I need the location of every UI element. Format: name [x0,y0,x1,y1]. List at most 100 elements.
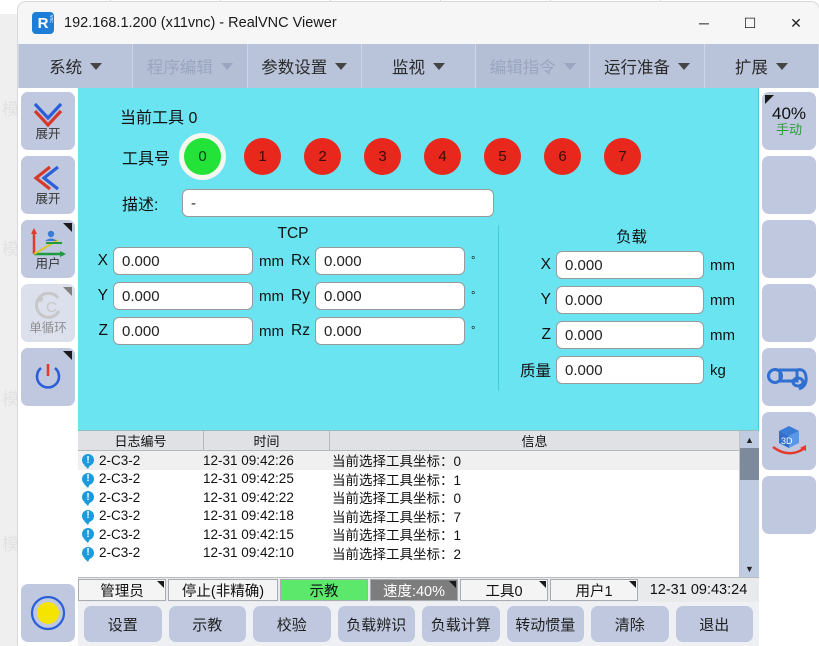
sidebar-user-coordinate-button[interactable]: 用户 [21,220,75,278]
table-row[interactable]: ! 2-C3-2 12-31 09:42:15 当前选择工具坐标：1 [78,525,739,544]
tcp-row-z: Z 0.000 mm Rz 0.000 ° [88,317,498,345]
tcp-ry-input[interactable]: 0.000 [315,282,465,310]
menu-item-parameter-settings[interactable]: 参数设置 [247,44,362,88]
log-time: 12-31 09:42:10 [203,545,294,561]
sidebar-status-indicator-button[interactable] [21,584,75,642]
payload-z-label: Z [541,326,551,343]
realvnc-logo-icon: R vnc [32,12,54,34]
tool-button-2[interactable]: 2 [304,138,342,175]
table-row[interactable]: ! 2-C3-2 12-31 09:42:26 当前选择工具坐标：0 [78,451,739,470]
desktop-watermark: 模 [2,100,19,119]
scroll-up-arrow-icon[interactable]: ▲ [740,431,759,448]
tool-button-1[interactable]: 1 [244,138,282,175]
tool-button-3[interactable]: 3 [364,138,402,175]
robot-arm-button[interactable] [762,348,816,406]
tcp-x-input[interactable]: 0.000 [113,247,253,275]
power-icon [31,360,65,394]
tool-button-7[interactable]: 7 [604,138,642,175]
tcp-rz-unit: ° [471,325,476,337]
exit-button[interactable]: 退出 [675,606,753,642]
settings-button[interactable]: 设置 [84,606,162,642]
current-tool-value: 0 [188,110,198,127]
status-text: 停止(非精确) [181,583,265,600]
scrollbar-thumb[interactable] [740,448,759,480]
tool-button-0[interactable]: 0 [184,138,222,175]
tcp-rz-input[interactable]: 0.000 [315,317,465,345]
desktop-watermark: 模 [2,535,19,554]
sidebar-label: 单循环 [29,321,67,336]
center-content: 当前工具 0 工具号 0 1 2 3 4 5 6 7 [78,88,759,646]
chevron-down-icon [90,62,103,70]
clear-button[interactable]: 清除 [591,606,669,642]
log-scrollbar[interactable]: ▲ ▼ [739,431,759,577]
menu-item-monitor[interactable]: 监视 [361,44,477,88]
tool-button-6[interactable]: 6 [544,138,582,175]
sidebar-expand-down-button[interactable]: 展开 [21,92,75,150]
speed-mode-button[interactable]: 40% 手动 [762,92,816,150]
status-tool[interactable]: 工具0 [460,579,548,601]
sidebar-label: 展开 [35,192,61,207]
payload-y-label: Y [540,291,551,308]
menu-item-run-preparation[interactable]: 运行准备 [590,44,705,88]
payload-z-input[interactable]: 0.000 [556,321,704,349]
tcp-z-input[interactable]: 0.000 [113,317,253,345]
payload-y-input[interactable]: 0.000 [556,286,704,314]
right-toolbar-button-3[interactable] [762,220,816,278]
minimize-button[interactable]: ─ [699,15,709,31]
right-toolbar-button-7[interactable] [762,476,816,534]
tcp-rx-input[interactable]: 0.000 [315,247,465,275]
teach-button[interactable]: 示教 [168,606,246,642]
log-column-id: 日志编号 [78,431,204,450]
description-input[interactable]: - [182,189,494,217]
sidebar-power-button[interactable] [21,348,75,406]
right-toolbar: 40% 手动 [759,88,819,646]
robot-controller-app: 系统 程序编辑 参数设置 监视 编辑指令 运行准备 [18,44,819,646]
status-usercoord[interactable]: 用户1 [550,579,638,601]
maximize-button[interactable]: ☐ [743,14,757,31]
chevron-left-double-icon [33,164,63,192]
menu-item-system[interactable]: 系统 [18,44,134,88]
scroll-down-arrow-icon[interactable]: ▼ [740,560,759,577]
status-run-state: 停止(非精确) [168,579,278,601]
log-id: 2-C3-2 [99,508,141,524]
status-user-role[interactable]: 管理员 [78,579,166,601]
tcp-row-x: X 0.000 mm Rx 0.000 ° [88,247,498,275]
menu-item-edit-instruction: 编辑指令 [476,44,591,88]
robot-arm-icon [767,360,811,394]
3d-view-button[interactable]: 3D [762,412,816,470]
tool-button-5[interactable]: 5 [484,138,522,175]
vnc-viewer-window: R vnc 192.168.1.200 (x11vnc) - RealVNC V… [18,2,819,646]
scrollbar-track[interactable] [740,448,759,560]
corner-marker-icon [63,351,72,360]
moment-of-inertia-button[interactable]: 转动惯量 [506,606,584,642]
tcp-row-y: Y 0.000 mm Ry 0.000 ° [88,282,498,310]
tool-button-4[interactable]: 4 [424,138,462,175]
table-row[interactable]: ! 2-C3-2 12-31 09:42:22 当前选择工具坐标：0 [78,488,739,507]
table-row[interactable]: ! 2-C3-2 12-31 09:42:18 当前选择工具坐标：7 [78,507,739,526]
close-button[interactable]: ✕ [790,14,802,31]
payload-x-input[interactable]: 0.000 [556,251,704,279]
tool-parameter-panel: 当前工具 0 工具号 0 1 2 3 4 5 6 7 [78,88,759,430]
payload-mass-input[interactable]: 0.000 [556,356,704,384]
info-icon: ! [82,454,94,470]
table-row[interactable]: ! 2-C3-2 12-31 09:42:25 当前选择工具坐标：1 [78,470,739,489]
sidebar-expand-left-button[interactable]: 展开 [21,156,75,214]
status-text: 示教 [309,583,339,600]
table-row[interactable]: ! 2-C3-2 12-31 09:42:10 当前选择工具坐标：2 [78,544,739,563]
verify-button[interactable]: 校验 [253,606,331,642]
tcp-ry-unit: ° [471,290,476,302]
status-speed[interactable]: 速度:40% [370,579,458,601]
bottom-button-bar: 设置 示教 校验 负载辨识 负载计算 转动惯量 清除 退出 [78,602,759,646]
sidebar-single-cycle-button[interactable]: C 单循环 [21,284,75,342]
info-icon: ! [82,491,94,507]
right-toolbar-button-4[interactable] [762,284,816,342]
menu-item-extension[interactable]: 扩展 [704,44,819,88]
tcp-y-input[interactable]: 0.000 [113,282,253,310]
chevron-down-icon [775,62,788,70]
logo-subtext: vnc [48,15,54,23]
right-toolbar-button-2[interactable] [762,156,816,214]
payload-identify-button[interactable]: 负载辨识 [337,606,415,642]
tool-number-row: 工具号 0 1 2 3 4 5 6 7 [122,138,758,175]
payload-calculate-button[interactable]: 负载计算 [422,606,500,642]
desktop-watermark: 模 [2,390,19,409]
